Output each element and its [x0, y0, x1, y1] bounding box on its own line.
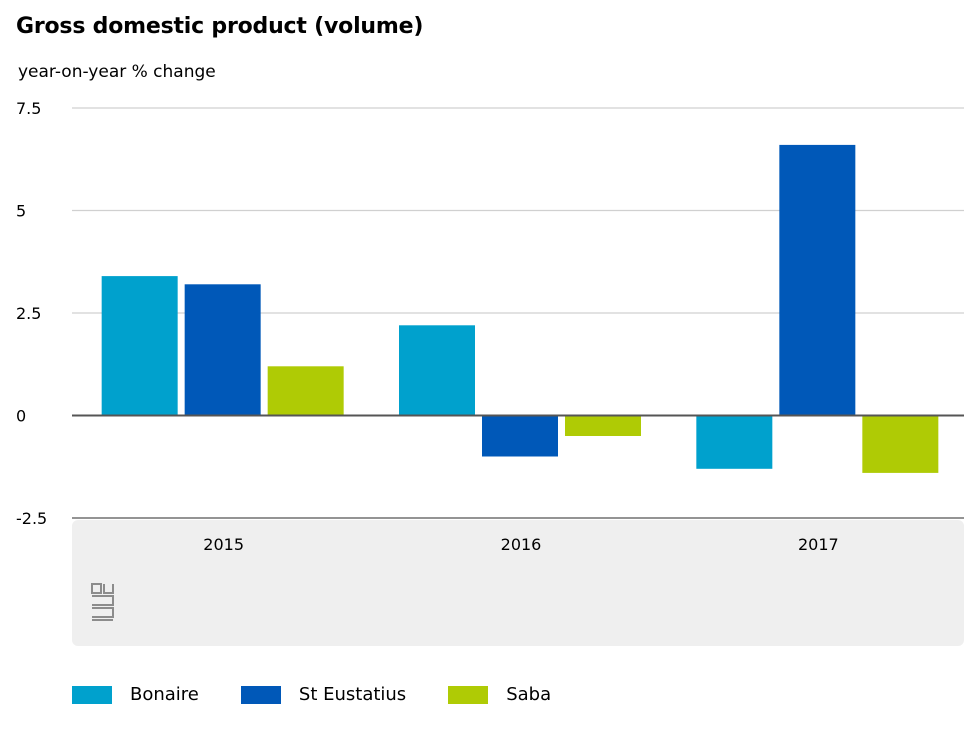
legend-swatch [448, 685, 489, 704]
y-tick-label: 2.5 [16, 304, 41, 323]
y-axis-label: year-on-year % change [18, 62, 216, 82]
x-tick-label: 2017 [798, 535, 839, 554]
x-tick-labels: 2015 2016 2017 [203, 535, 838, 554]
y-tick-label: 5 [16, 202, 26, 221]
y-tick-label: -2.5 [16, 509, 47, 528]
cbs-logo-icon [91, 583, 114, 621]
legend-item: Saba [448, 684, 551, 705]
x-tick-label: 2015 [203, 535, 244, 554]
bar-bonaire-2017 [696, 415, 773, 469]
bar-bonaire-2015 [101, 276, 178, 416]
x-tick-label: 2016 [501, 535, 542, 554]
legend-item: St Eustatius [240, 684, 407, 705]
legend-label: Bonaire [130, 684, 199, 705]
bar-saba-2016 [565, 415, 641, 436]
y-tick-label: 0 [16, 407, 26, 426]
legend: Bonaire St Eustatius Saba [72, 684, 593, 705]
bars [72, 144, 964, 473]
bar-bonaire-2016 [399, 325, 475, 416]
x-axis-band [72, 520, 964, 646]
y-tick-label: 7.5 [16, 99, 41, 118]
bar-saba-2015 [267, 366, 344, 416]
legend-label: St Eustatius [298, 684, 407, 705]
legend-swatch [72, 685, 112, 704]
bar-st-eustatius-2016 [482, 415, 558, 457]
bar-chart: 7.5 5 2.5 0 -2.5 2015 2016 2017 [16, 99, 964, 646]
legend-label: Saba [506, 684, 552, 705]
legend-swatch [240, 685, 281, 704]
chart-title: Gross domestic product (volume) [16, 14, 424, 39]
bar-saba-2017 [862, 415, 939, 473]
bar-st-eustatius-2015 [184, 284, 261, 416]
y-tick-labels: 7.5 5 2.5 0 -2.5 [16, 99, 47, 528]
legend-item: Bonaire [72, 684, 199, 705]
bar-st-eustatius-2017 [779, 144, 856, 416]
